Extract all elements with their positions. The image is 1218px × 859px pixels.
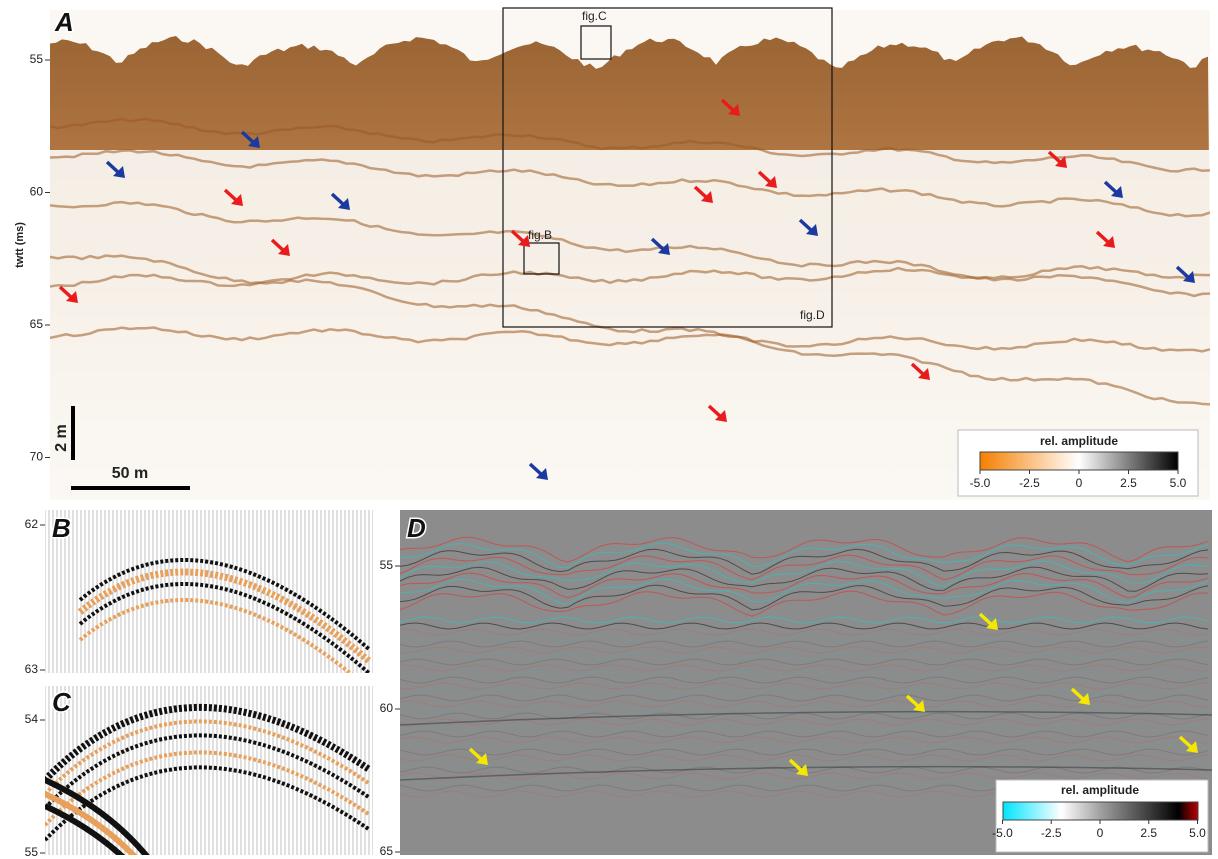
colorbar-tick-label: -5.0 — [970, 476, 991, 490]
colorbar-title: rel. amplitude — [1040, 434, 1118, 448]
colorbar — [1003, 802, 1198, 820]
y-tick-label: 60 — [30, 185, 44, 199]
colorbar-tick-label: 2.5 — [1140, 826, 1157, 840]
colorbar-tick-label: -2.5 — [1041, 826, 1062, 840]
y-tick-label: 54 — [25, 712, 39, 726]
colorbar-tick-label: 0 — [1076, 476, 1083, 490]
colorbar-tick-label: 5.0 — [1170, 476, 1187, 490]
colorbar-title: rel. amplitude — [1061, 783, 1139, 797]
box-label: fig.D — [800, 308, 825, 322]
panel-letter: C — [52, 687, 72, 717]
panel-letter: A — [54, 7, 74, 37]
box-label: fig.C — [582, 9, 607, 23]
panel-letter: B — [52, 513, 71, 543]
y-tick-label: 65 — [30, 317, 44, 331]
box-label: fig.B — [528, 228, 552, 242]
y-tick-label: 55 — [380, 558, 394, 572]
y-tick-label: 60 — [380, 701, 394, 715]
colorbar-tick-label: -2.5 — [1019, 476, 1040, 490]
y-tick-label: 63 — [25, 662, 39, 676]
y-tick-label: 65 — [380, 844, 394, 858]
colorbar-tick-label: -5.0 — [992, 826, 1013, 840]
y-tick-label: 55 — [30, 52, 44, 66]
y-tick-label: 55 — [25, 845, 39, 859]
scale-label: 50 m — [112, 465, 148, 482]
colorbar-tick-label: 2.5 — [1120, 476, 1137, 490]
y-axis-label: twtt (ms) — [14, 222, 26, 268]
scale-label: 2 m — [53, 424, 70, 452]
y-tick-label: 70 — [30, 450, 44, 464]
colorbar-tick-label: 5.0 — [1189, 826, 1206, 840]
y-tick-label: 62 — [25, 517, 39, 531]
panel-letter: D — [407, 513, 426, 543]
colorbar — [980, 452, 1178, 470]
figure: fig.C fig.B fig.D 2 m 50 m twtt (ms) A B… — [0, 0, 1218, 859]
colorbar-tick-label: 0 — [1097, 826, 1104, 840]
